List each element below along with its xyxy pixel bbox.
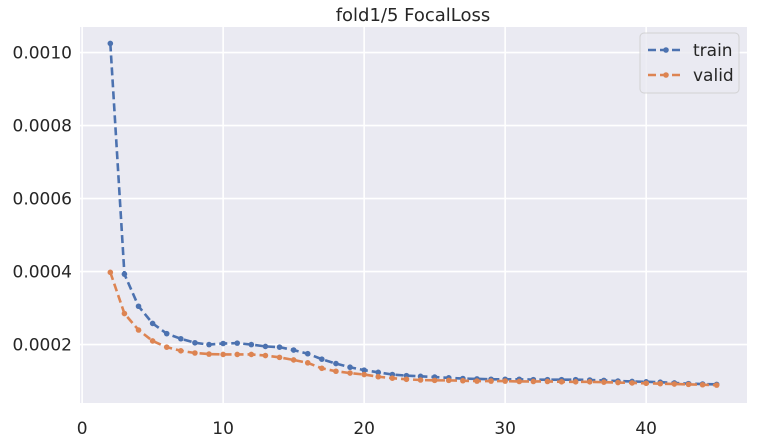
data-point-valid [347,370,353,376]
data-point-valid [121,310,128,317]
x-tick-label: 20 [353,419,375,439]
series-group [107,40,720,388]
data-point-train [234,340,241,346]
data-point-valid [361,371,367,378]
data-point-valid [192,350,198,356]
y-tick-label: 0.0006 [13,190,72,210]
data-point-valid [107,269,114,276]
legend-label-valid: valid [693,66,734,86]
data-point-valid [262,352,269,359]
data-point-train [163,330,170,337]
legend: train valid [639,32,740,94]
data-point-valid [643,380,649,387]
data-point-valid [319,365,325,372]
y-tick-label: 0.0002 [13,336,72,356]
data-point-valid [601,379,607,385]
data-point-valid [431,377,438,384]
data-point-valid [333,368,339,375]
data-point-train [347,364,353,371]
data-point-valid [544,378,551,385]
data-point-valid [530,378,537,385]
data-point-valid [685,381,692,388]
data-point-train [135,303,142,310]
grid-lines [80,27,747,403]
x-tick-label: 10 [212,419,234,439]
y-tick-label: 0.0004 [13,263,72,283]
chart-title: fold1/5 FocalLoss [336,5,491,26]
data-point-valid [375,373,382,380]
y-tick-label: 0.0008 [13,117,72,137]
data-point-valid [445,377,452,384]
data-point-valid [558,379,565,385]
data-point-train [304,350,311,357]
data-point-train [149,320,156,327]
data-point-train [333,360,339,367]
data-point-train [220,340,226,347]
data-point-valid [657,380,664,387]
data-point-train [192,339,198,346]
data-point-train [290,347,297,353]
data-point-train [319,356,325,362]
data-point-valid [403,376,410,383]
data-point-valid [304,360,311,366]
data-point-train [375,369,382,376]
data-point-valid [699,381,706,388]
data-point-train [361,367,367,373]
data-point-valid [516,378,523,385]
data-point-valid [206,351,212,357]
data-point-valid [615,379,621,386]
data-point-valid [220,351,226,358]
data-point-valid [149,338,156,344]
data-point-train [107,40,114,47]
data-point-valid [713,382,720,388]
x-tick-label: 0 [77,419,88,439]
data-point-valid [276,354,283,361]
data-point-valid [135,327,142,333]
data-point-valid [178,347,184,354]
data-point-valid [234,351,241,358]
data-point-train [248,341,255,348]
series-line-valid [109,271,717,387]
x-tick-label: 40 [635,419,657,439]
data-point-train [178,335,184,342]
data-point-valid [502,378,508,384]
data-point-valid [248,351,255,358]
data-point-train [276,344,283,350]
legend-marker-train [663,47,669,53]
data-point-valid [488,378,494,384]
data-point-train [262,343,269,350]
data-point-valid [163,344,170,350]
data-point-train [206,341,212,348]
data-point-valid [586,379,593,385]
data-point-valid [460,377,466,384]
data-point-train [121,271,128,277]
data-point-valid [474,378,480,384]
data-point-valid [290,357,297,363]
legend-marker-valid [663,72,669,78]
plot-area-background [80,27,747,403]
axis-tick-labels: 0 10 20 30 40 0.0002 0.0004 0.0006 0.0008 0.0010 [13,44,657,439]
data-point-valid [629,380,635,386]
data-point-valid [389,375,396,381]
legend-label-train: train [693,41,733,61]
series-valid [107,269,720,388]
y-tick-label: 0.0010 [13,44,72,64]
x-tick-label: 30 [494,419,516,439]
data-point-valid [417,377,424,383]
data-point-valid [572,379,579,385]
data-point-valid [671,381,678,387]
